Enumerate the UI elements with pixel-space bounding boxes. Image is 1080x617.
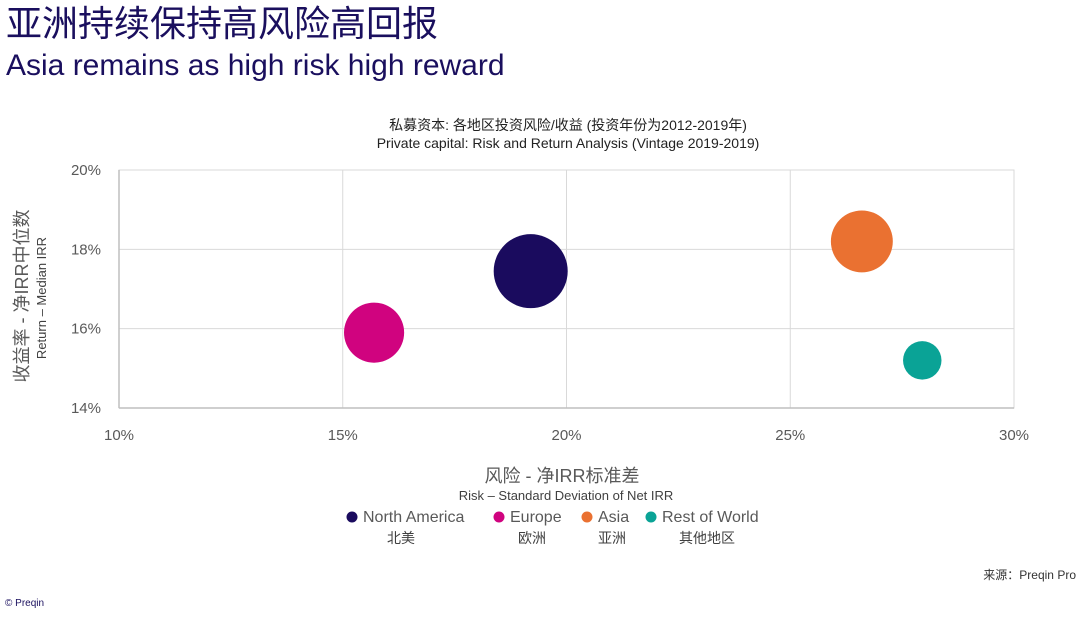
legend-marker-asia [581, 511, 593, 523]
bubble-europe [344, 302, 405, 363]
legend-label-rest-of-world: Rest of World [662, 509, 759, 526]
x-tick-label: 20% [551, 427, 581, 444]
legend-label-north-america: North America [363, 509, 464, 526]
x-tick-label: 25% [775, 427, 805, 444]
legend-label-europe: Europe [510, 509, 562, 526]
x-tick-label: 15% [328, 427, 358, 444]
copyright-note: © Preqin [5, 598, 45, 609]
x-axis-title-cn: 风险 - 净IRR标准差 [485, 466, 640, 486]
legend-marker-europe [493, 511, 505, 523]
legend-marker-north-america [346, 511, 358, 523]
page-title-cn: 亚洲持续保持高风险高回报 [6, 3, 439, 44]
legend-label-cn-north-america: 北美 [387, 530, 415, 546]
x-tick-label: 30% [999, 427, 1029, 444]
chart-title: 私募资本: 各地区投资风险/收益 (投资年份为2012-2019年) [389, 117, 747, 133]
bubble-north-america [493, 234, 568, 309]
y-axis-title-cn: 收益率 - 净IRR中位数 [12, 210, 32, 383]
page-title-en: Asia remains as high risk high reward [6, 49, 505, 82]
y-tick-label: 16% [71, 321, 101, 338]
legend-label-cn-europe: 欧洲 [518, 530, 546, 546]
x-axis-title: Risk – Standard Deviation of Net IRR [459, 488, 674, 503]
x-tick-label: 10% [104, 427, 134, 444]
bubble-rest-of-world [903, 341, 942, 380]
legend-label-cn-rest-of-world: 其他地区 [679, 530, 735, 546]
source-note: 来源：Preqin Pro [983, 568, 1076, 582]
legend-label-cn-asia: 亚洲 [598, 530, 626, 546]
chart-subtitle: Private capital: Risk and Return Analysi… [377, 135, 760, 151]
y-axis-title: Return – Median IRR [34, 237, 49, 359]
y-tick-label: 18% [71, 241, 101, 258]
bubble-asia [830, 210, 893, 273]
legend-label-asia: Asia [598, 509, 629, 526]
y-tick-label: 14% [71, 400, 101, 417]
legend-marker-rest-of-world [645, 511, 657, 523]
y-tick-label: 20% [71, 162, 101, 179]
